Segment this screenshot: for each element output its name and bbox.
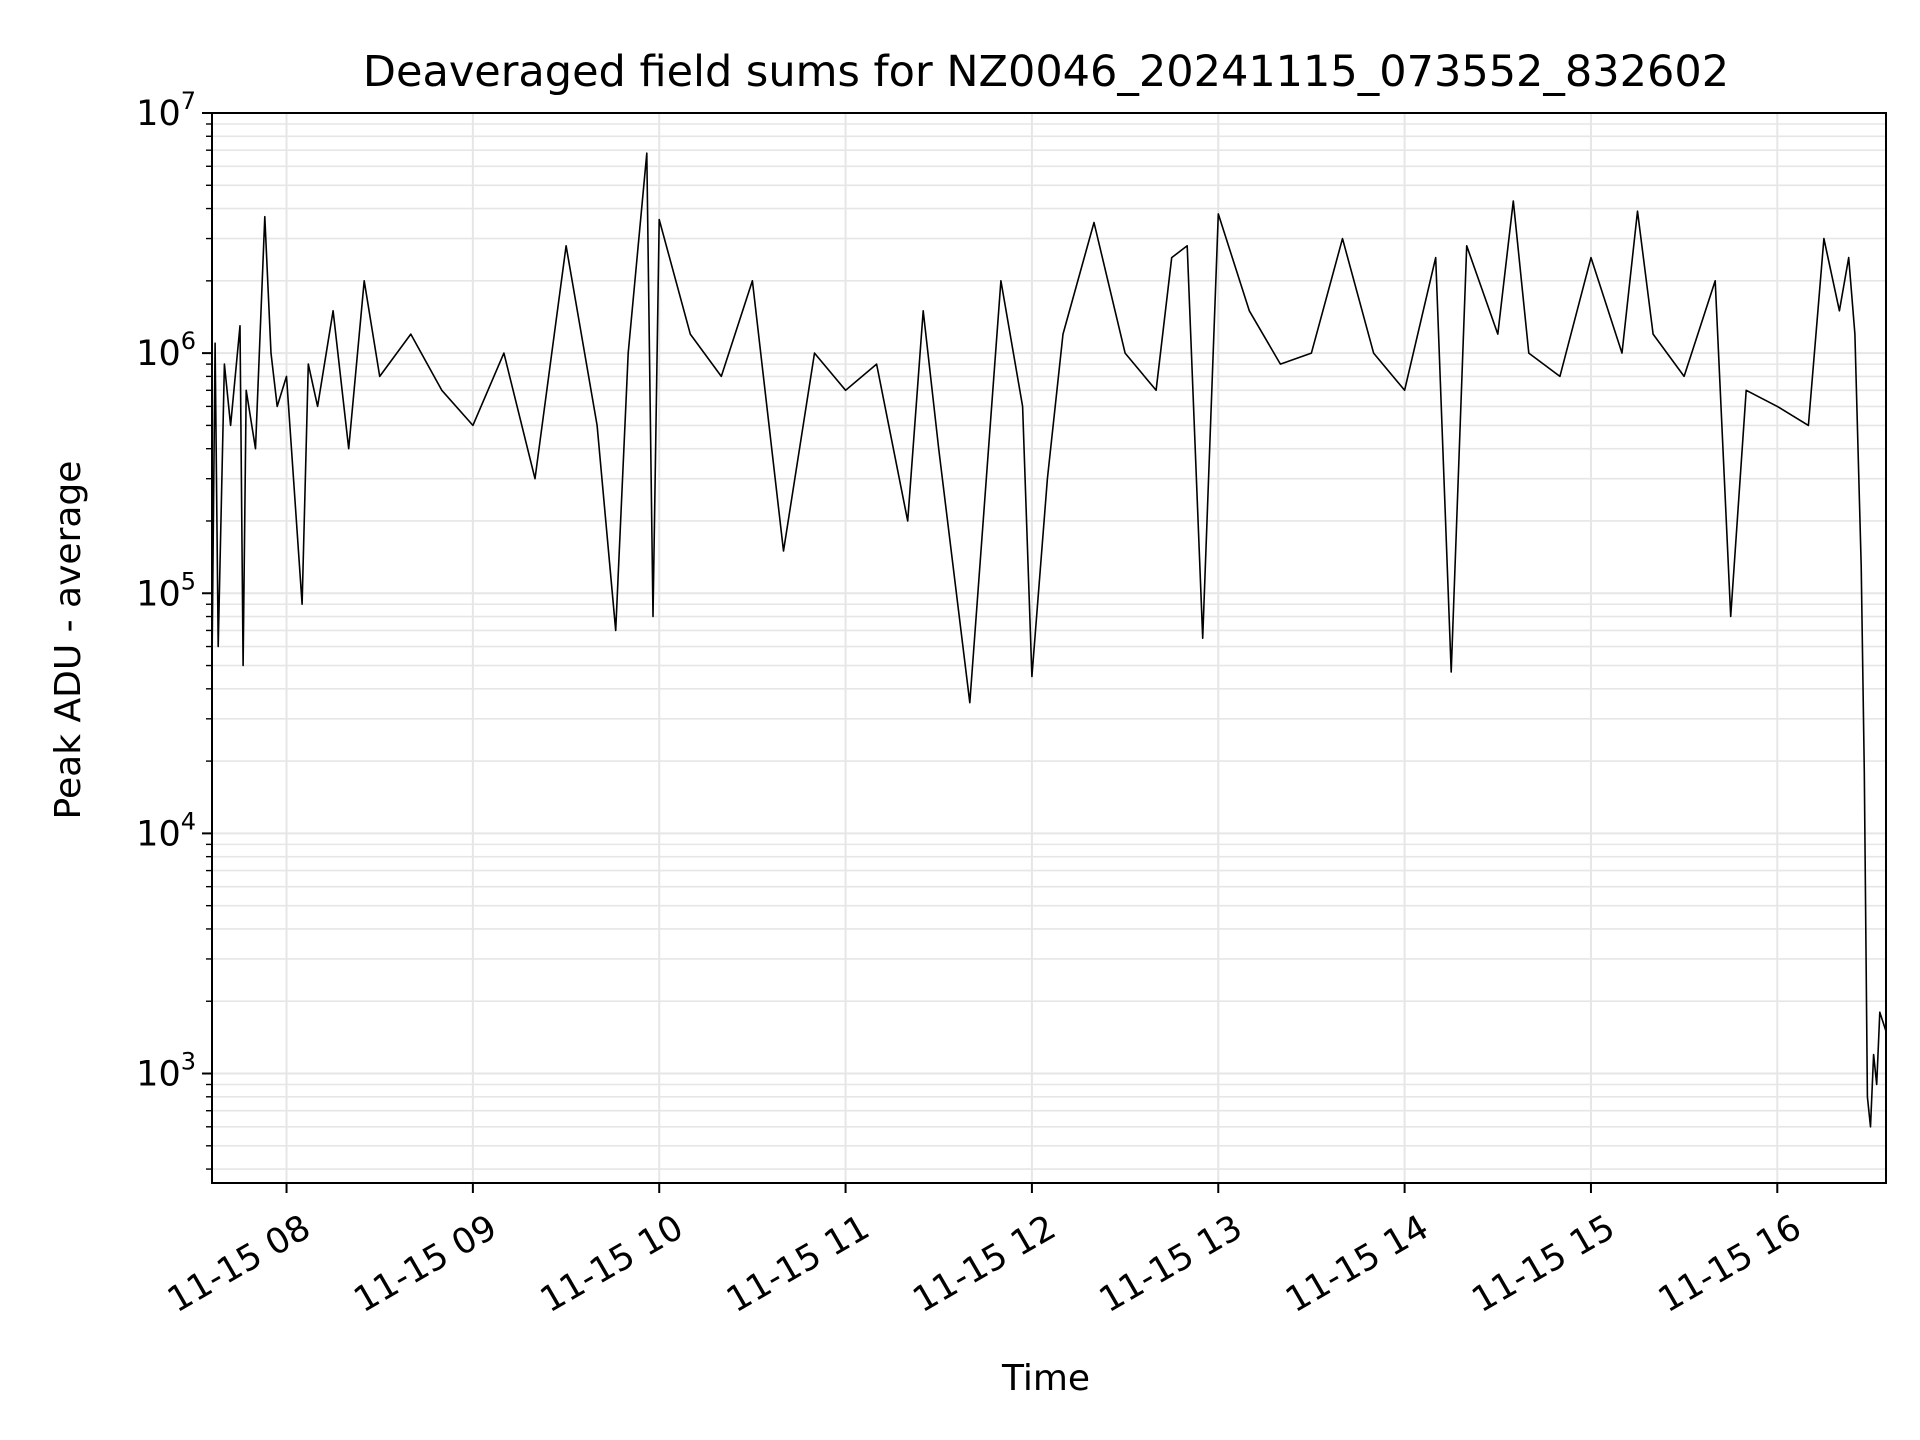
series-line xyxy=(211,152,1887,1128)
chart-title: Deaveraged field sums for NZ0046_2024111… xyxy=(363,47,1729,97)
y-axis-label: Peak ADU - average xyxy=(48,461,89,820)
y-axis: 103 104 105 106 107 xyxy=(136,87,212,1170)
series-group xyxy=(211,152,1887,1128)
x-axis-label: Time xyxy=(1001,1358,1090,1399)
y-tick-label: 106 xyxy=(136,327,196,374)
y-tick-label: 103 xyxy=(136,1048,196,1095)
y-tick-label: 105 xyxy=(136,567,196,614)
y-tick-label: 104 xyxy=(136,807,196,854)
y-tick-label: 107 xyxy=(136,87,196,134)
grid xyxy=(212,112,1886,1183)
plot-frame xyxy=(211,112,1887,1184)
